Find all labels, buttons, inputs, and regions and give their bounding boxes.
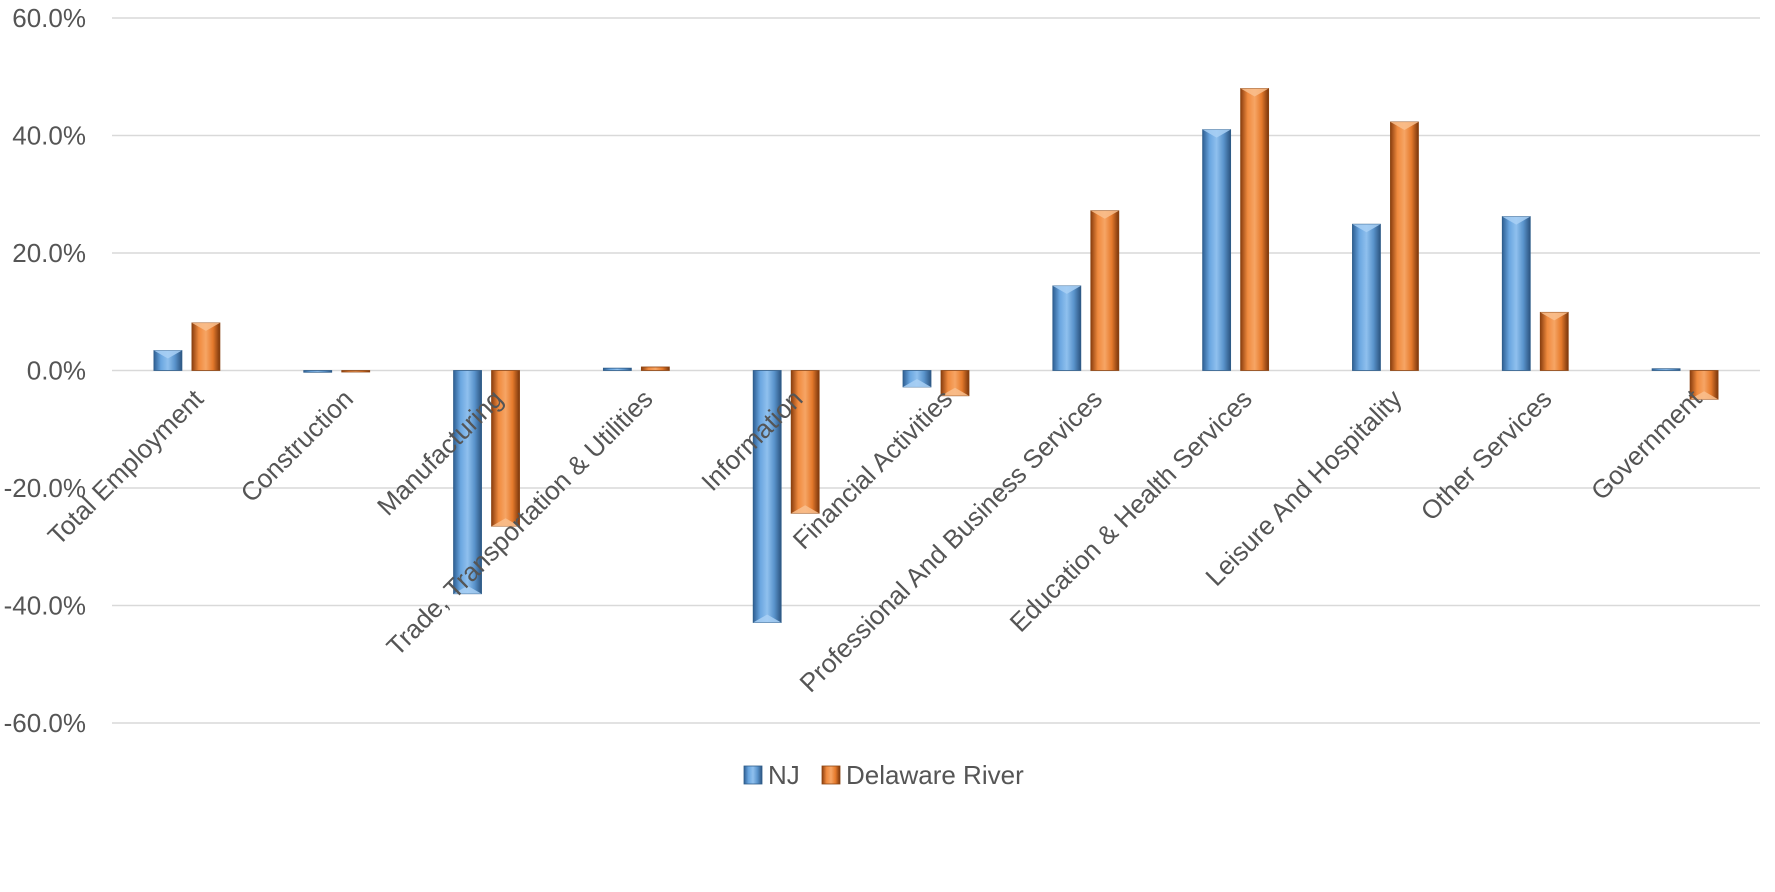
legend-item: Delaware River [821,760,1024,790]
bar-nj [902,370,932,388]
bar-nj [752,370,782,623]
y-tick-label: 0.0% [27,356,86,386]
y-tick-label: 20.0% [12,238,86,268]
bar-delaware-river [491,370,520,527]
y-axis-ticks: -60.0% -40.0% -20.0% 0.0% 20.0% 40.0% 60.0% [4,3,86,738]
y-tick-label: -60.0% [4,708,86,738]
bar-delaware-river [341,370,371,373]
x-category-label: Construction [235,384,359,508]
bar-nj [1202,129,1232,371]
x-category-label: Education & Health Services [1004,384,1258,638]
bars [153,88,1719,623]
bar-nj [153,350,183,371]
x-category-label: Professional And Business Services [794,384,1109,699]
legend-swatch [821,765,841,785]
bar-nj [1501,216,1531,371]
bar-nj [1651,368,1681,371]
bar-nj [1052,285,1082,371]
bar-delaware-river [640,366,670,371]
x-category-label: Manufacturing [371,384,509,522]
bar-delaware-river [1390,121,1419,371]
gridlines [112,17,1760,724]
bar-delaware-river [940,370,970,397]
y-tick-label: 60.0% [12,3,86,33]
bar-nj [453,370,482,595]
bar-delaware-river [1240,88,1270,371]
bar-nj [1352,223,1381,371]
bar-delaware-river [1090,210,1120,371]
y-tick-label: 40.0% [12,121,86,151]
y-tick-label: -40.0% [4,591,86,621]
legend-item: NJ [743,760,800,790]
bar-delaware-river [191,322,221,371]
bar-delaware-river [790,370,820,514]
x-category-label: Other Services [1415,384,1558,527]
legend: NJ Delaware River [743,760,1024,790]
x-axis-category-labels: Total Employment Construction Manufacturin… [42,383,1708,698]
y-tick-label: -20.0% [4,473,86,503]
legend-label: NJ [768,760,800,790]
bar-nj [602,367,632,371]
bar-delaware-river [1689,370,1719,400]
bar-delaware-river [1539,311,1569,371]
bar-nj [303,370,333,373]
legend-label: Delaware River [846,760,1024,790]
legend-swatch [743,765,763,785]
x-category-label: Total Employment [42,383,210,551]
